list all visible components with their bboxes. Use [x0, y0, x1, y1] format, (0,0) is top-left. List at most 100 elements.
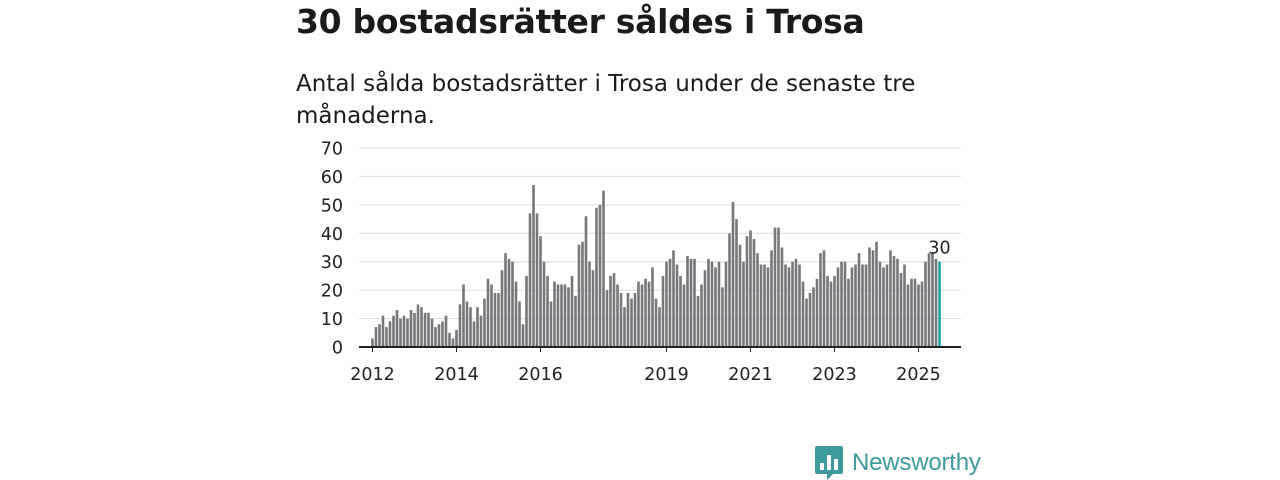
- bar: [465, 301, 469, 347]
- bar: [798, 264, 801, 347]
- bar: [742, 261, 745, 347]
- annotations: 30: [928, 239, 950, 259]
- bar: [913, 278, 917, 347]
- bar: [864, 264, 868, 347]
- bar: [882, 267, 885, 347]
- bar: [416, 304, 420, 347]
- bar: [511, 261, 514, 347]
- chart-title: 30 bostadsrätter såldes i Trosa: [296, 2, 865, 41]
- bar: [462, 284, 465, 347]
- bar: [497, 292, 500, 347]
- bar: [609, 275, 612, 347]
- bar: [815, 278, 819, 347]
- x-tick-label: 2012: [350, 365, 395, 385]
- bar: [724, 261, 728, 347]
- bar: [749, 230, 752, 347]
- bar: [700, 284, 703, 347]
- x-tick-label: 2023: [812, 365, 857, 385]
- bar: [759, 264, 763, 347]
- latest-value-label: 30: [928, 239, 950, 259]
- y-tick-label: 20: [321, 282, 343, 302]
- bar: [588, 261, 591, 347]
- bar: [682, 284, 686, 347]
- bar: [843, 261, 847, 347]
- bar: [752, 238, 756, 347]
- bar: [812, 287, 815, 347]
- bar: [598, 204, 602, 347]
- bar: [539, 236, 542, 347]
- bar: [434, 327, 437, 347]
- bar: [728, 233, 731, 347]
- bar: [500, 270, 504, 347]
- bar: [378, 324, 381, 347]
- bar: [773, 227, 777, 347]
- bar: [514, 281, 518, 347]
- bar: [528, 213, 532, 347]
- bar: [668, 258, 672, 347]
- bar: [784, 264, 787, 347]
- bar: [371, 338, 374, 347]
- bar: [409, 310, 413, 347]
- bar: [549, 301, 553, 347]
- bar: [504, 253, 507, 347]
- bars: [371, 184, 941, 347]
- bar: [518, 301, 521, 347]
- brand-name: Newsworthy: [852, 449, 981, 476]
- bar: [917, 284, 920, 347]
- x-tick-label: 2014: [434, 365, 479, 385]
- bar: [738, 244, 742, 347]
- grid-lines: [359, 147, 961, 320]
- bar: [777, 227, 780, 347]
- bar: [612, 273, 616, 347]
- bar: [630, 298, 633, 347]
- bar: [651, 267, 654, 347]
- bar-latest: [938, 261, 941, 347]
- bar: [735, 219, 738, 347]
- y-tick-label: 50: [321, 196, 343, 216]
- bar-chart: 0 10 20 30 40 50 60 70 2012 2014 2016 2019 2021 2023…: [321, 140, 961, 385]
- bar: [577, 244, 581, 347]
- bar: [637, 281, 640, 347]
- bar: [931, 253, 934, 347]
- bar: [486, 278, 490, 347]
- bar: [903, 264, 906, 347]
- bar: [808, 292, 812, 347]
- bar: [451, 338, 455, 347]
- bar: [686, 256, 689, 347]
- bar: [644, 278, 647, 347]
- bar: [448, 332, 451, 347]
- bar: [906, 284, 910, 347]
- bar: [647, 281, 651, 347]
- bar: [836, 267, 840, 347]
- bar: [910, 278, 913, 347]
- bar: [437, 324, 441, 347]
- bar: [458, 304, 462, 347]
- bar: [675, 264, 679, 347]
- bar: [878, 261, 882, 347]
- bar: [570, 275, 574, 347]
- bar: [679, 275, 682, 347]
- bar: [766, 267, 770, 347]
- bar: [420, 307, 423, 347]
- bar: [493, 292, 497, 347]
- bar: [801, 281, 805, 347]
- bar: [896, 258, 899, 347]
- bar: [847, 278, 850, 347]
- bar: [553, 281, 556, 347]
- bar: [763, 264, 766, 347]
- bar: [581, 241, 584, 347]
- bar: [402, 315, 406, 347]
- bar: [521, 324, 525, 347]
- bar: [633, 292, 637, 347]
- bar: [472, 321, 476, 347]
- bar: [710, 261, 714, 347]
- bar: [689, 258, 693, 347]
- bar: [476, 307, 479, 347]
- bar: [385, 327, 388, 347]
- bar: [427, 312, 430, 347]
- bar: [717, 261, 721, 347]
- bar: [546, 275, 549, 347]
- bar: [696, 295, 700, 347]
- bar: [444, 315, 448, 347]
- bar: [693, 258, 696, 347]
